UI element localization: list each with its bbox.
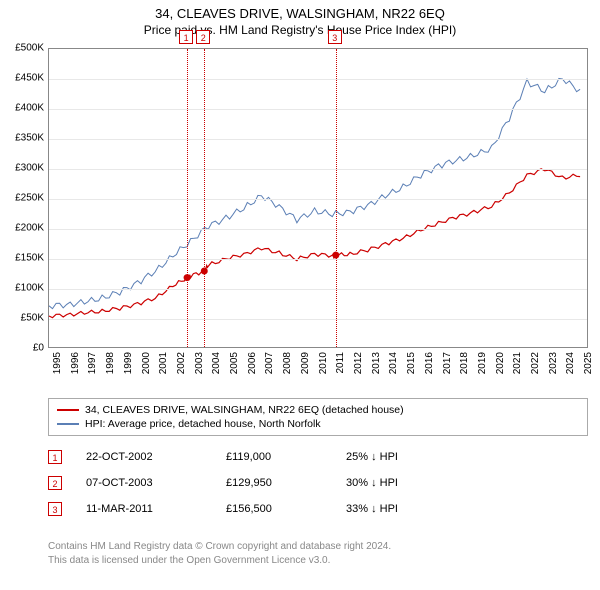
x-axis-label: 2020: [495, 352, 506, 374]
event-row-badge: 3: [48, 502, 62, 516]
x-axis-label: 2023: [548, 352, 559, 374]
x-axis-label: 2004: [211, 352, 222, 374]
y-axis-label: £450K: [4, 73, 44, 84]
events-table: 1 22-OCT-2002£119,00025% ↓ HPI 2 07-OCT-200…: [48, 444, 466, 522]
y-axis-label: £100K: [4, 283, 44, 294]
y-axis-label: £150K: [4, 253, 44, 264]
plot-area: [48, 48, 588, 348]
x-axis-label: 2010: [318, 352, 329, 374]
gridline-h: [49, 139, 587, 140]
x-axis-label: 2022: [530, 352, 541, 374]
y-axis-label: £500K: [4, 43, 44, 54]
legend-label: 34, CLEAVES DRIVE, WALSINGHAM, NR22 6EQ …: [85, 404, 404, 416]
x-axis-label: 2014: [388, 352, 399, 374]
footer-line-2: This data is licensed under the Open Gov…: [48, 554, 391, 568]
x-axis-label: 1999: [123, 352, 134, 374]
gridline-h: [49, 199, 587, 200]
y-axis-label: £0: [4, 343, 44, 354]
event-marker-vline: [336, 49, 337, 347]
gridline-h: [49, 109, 587, 110]
x-axis-label: 2013: [371, 352, 382, 374]
event-row-price: £129,950: [226, 477, 346, 489]
gridline-h: [49, 79, 587, 80]
x-axis-label: 2003: [194, 352, 205, 374]
x-axis-label: 2002: [176, 352, 187, 374]
series-line-hpi: [49, 78, 580, 308]
x-axis-label: 2011: [335, 352, 346, 374]
event-row-date: 22-OCT-2002: [86, 451, 226, 463]
x-axis-label: 2025: [583, 352, 594, 374]
event-row-badge: 2: [48, 476, 62, 490]
y-axis-label: £350K: [4, 133, 44, 144]
x-axis-label: 2005: [229, 352, 240, 374]
event-row-date: 07-OCT-2003: [86, 477, 226, 489]
y-axis-label: £300K: [4, 163, 44, 174]
plot-svg: [49, 49, 587, 347]
x-axis-label: 2024: [565, 352, 576, 374]
x-axis-label: 1998: [105, 352, 116, 374]
gridline-h: [49, 319, 587, 320]
x-axis-label: 2019: [477, 352, 488, 374]
y-axis-label: £50K: [4, 313, 44, 324]
x-axis-label: 2017: [442, 352, 453, 374]
legend-item: 34, CLEAVES DRIVE, WALSINGHAM, NR22 6EQ …: [57, 403, 579, 417]
x-axis-label: 2000: [141, 352, 152, 374]
y-axis-label: £250K: [4, 193, 44, 204]
y-axis-label: £200K: [4, 223, 44, 234]
legend-box: 34, CLEAVES DRIVE, WALSINGHAM, NR22 6EQ …: [48, 398, 588, 436]
x-axis-label: 2021: [512, 352, 523, 374]
x-axis-label: 2018: [459, 352, 470, 374]
x-axis-label: 2006: [247, 352, 258, 374]
event-row-diff: 30% ↓ HPI: [346, 477, 466, 489]
x-axis-label: 2008: [282, 352, 293, 374]
event-row-price: £119,000: [226, 451, 346, 463]
x-axis-label: 2012: [353, 352, 364, 374]
x-axis-label: 1996: [70, 352, 81, 374]
x-axis-label: 2016: [424, 352, 435, 374]
x-axis-label: 2007: [264, 352, 275, 374]
x-axis-label: 2009: [300, 352, 311, 374]
footer-line-1: Contains HM Land Registry data © Crown c…: [48, 540, 391, 554]
event-row-badge: 1: [48, 450, 62, 464]
event-row: 2 07-OCT-2003£129,95030% ↓ HPI: [48, 470, 466, 496]
event-row: 3 11-MAR-2011£156,50033% ↓ HPI: [48, 496, 466, 522]
chart-title: 34, CLEAVES DRIVE, WALSINGHAM, NR22 6EQ: [0, 0, 600, 21]
chart-container: 34, CLEAVES DRIVE, WALSINGHAM, NR22 6EQ …: [0, 0, 600, 590]
series-line-property: [49, 169, 580, 318]
gridline-h: [49, 229, 587, 230]
legend-swatch: [57, 409, 79, 411]
x-axis-label: 2015: [406, 352, 417, 374]
legend-label: HPI: Average price, detached house, Nort…: [85, 418, 321, 430]
event-marker-badge: 1: [179, 30, 193, 44]
gridline-h: [49, 169, 587, 170]
x-axis-label: 2001: [158, 352, 169, 374]
y-axis-label: £400K: [4, 103, 44, 114]
legend-swatch: [57, 423, 79, 425]
x-axis-label: 1997: [87, 352, 98, 374]
event-marker-badge: 2: [196, 30, 210, 44]
event-row-diff: 25% ↓ HPI: [346, 451, 466, 463]
event-marker-vline: [204, 49, 205, 347]
event-row: 1 22-OCT-2002£119,00025% ↓ HPI: [48, 444, 466, 470]
event-row-price: £156,500: [226, 503, 346, 515]
event-row-date: 11-MAR-2011: [86, 503, 226, 515]
x-axis-label: 1995: [52, 352, 63, 374]
legend-item: HPI: Average price, detached house, Nort…: [57, 417, 579, 431]
gridline-h: [49, 289, 587, 290]
event-marker-vline: [187, 49, 188, 347]
gridline-h: [49, 259, 587, 260]
chart-subtitle: Price paid vs. HM Land Registry's House …: [0, 21, 600, 41]
event-marker-badge: 3: [328, 30, 342, 44]
footer-attribution: Contains HM Land Registry data © Crown c…: [48, 540, 391, 567]
event-row-diff: 33% ↓ HPI: [346, 503, 466, 515]
